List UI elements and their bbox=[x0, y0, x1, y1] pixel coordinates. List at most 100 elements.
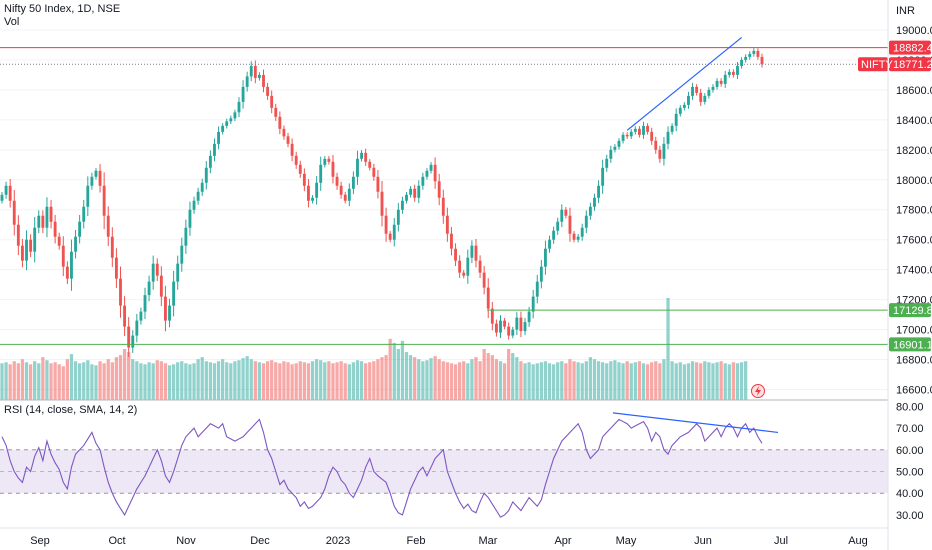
volume-bar bbox=[617, 362, 621, 400]
candle bbox=[274, 103, 278, 121]
candle-body bbox=[229, 118, 233, 122]
candle bbox=[703, 93, 707, 105]
candle-body bbox=[699, 92, 703, 102]
price-trendline[interactable] bbox=[626, 36, 743, 131]
volume-bar bbox=[413, 357, 417, 400]
candle-body bbox=[646, 125, 650, 132]
volume-bar bbox=[127, 352, 131, 400]
candle bbox=[172, 270, 176, 317]
candle bbox=[94, 168, 98, 180]
candle bbox=[699, 88, 703, 106]
volume-bar bbox=[637, 361, 642, 400]
candle-body bbox=[200, 182, 204, 192]
candle bbox=[539, 259, 543, 289]
candle bbox=[119, 266, 122, 318]
candle bbox=[33, 216, 37, 263]
candle-body bbox=[523, 322, 527, 332]
candle bbox=[74, 229, 77, 259]
candle bbox=[45, 197, 49, 238]
candle bbox=[61, 236, 65, 277]
candle-body bbox=[98, 170, 102, 186]
candle-body bbox=[106, 215, 110, 237]
candle bbox=[519, 311, 523, 338]
candle-body bbox=[654, 140, 658, 150]
candle bbox=[470, 240, 474, 264]
volume-bar bbox=[580, 363, 584, 400]
candle bbox=[650, 127, 654, 145]
rsi-trendline[interactable] bbox=[612, 412, 779, 434]
symbol-price-tag: NIFTY bbox=[858, 57, 893, 72]
candle-body bbox=[278, 116, 282, 129]
candle bbox=[601, 159, 605, 194]
volume-bar bbox=[196, 359, 200, 400]
candle-body bbox=[756, 50, 760, 57]
volume-bar bbox=[118, 355, 123, 400]
candle-body bbox=[568, 215, 572, 234]
candle bbox=[270, 90, 274, 114]
candle-body bbox=[131, 335, 135, 348]
volume-bar bbox=[343, 363, 347, 400]
support-upper-badge-text: 17129.80 bbox=[893, 305, 932, 317]
candle-body bbox=[466, 257, 470, 276]
price-tick-label: 19000.00 bbox=[896, 25, 932, 37]
candle bbox=[311, 195, 314, 204]
candle bbox=[695, 84, 699, 96]
symbol-title[interactable]: Nifty 50 Index, 1D, NSE bbox=[4, 3, 121, 15]
candle-body bbox=[744, 56, 748, 60]
last-price-badge-bg bbox=[889, 57, 931, 72]
candle bbox=[70, 239, 73, 291]
candle-body bbox=[613, 146, 617, 150]
candle bbox=[106, 206, 110, 247]
candle-body bbox=[225, 121, 229, 126]
candle bbox=[159, 266, 163, 307]
volume-bar bbox=[355, 360, 360, 400]
replay-icon-bolt[interactable] bbox=[755, 386, 761, 396]
candle bbox=[298, 160, 302, 178]
volume-bar bbox=[245, 356, 249, 400]
volume-bar bbox=[592, 359, 597, 400]
candle bbox=[654, 136, 658, 154]
symbol-price-tag-text: NIFTY bbox=[861, 59, 893, 71]
candle bbox=[625, 132, 629, 140]
candle-body bbox=[335, 176, 339, 186]
volume-bar bbox=[641, 363, 646, 400]
candle-body bbox=[605, 158, 609, 168]
volume-bar bbox=[445, 362, 450, 400]
candle bbox=[29, 234, 33, 258]
candle bbox=[131, 330, 135, 353]
candle-body bbox=[217, 131, 220, 144]
candle-body bbox=[139, 311, 143, 321]
volume-bar bbox=[257, 362, 262, 400]
rsi-legend[interactable]: RSI (14, close, SMA, 14, 2) bbox=[4, 404, 138, 416]
candle bbox=[8, 179, 12, 208]
volume-bar bbox=[380, 357, 384, 400]
replay-icon[interactable] bbox=[751, 384, 765, 398]
candle-body bbox=[155, 263, 159, 276]
candle-body bbox=[486, 287, 490, 309]
candle-body bbox=[539, 266, 543, 282]
candle bbox=[450, 226, 453, 256]
candle bbox=[727, 69, 731, 78]
volume-bar bbox=[601, 362, 605, 400]
candle bbox=[482, 265, 486, 295]
candle-body bbox=[164, 296, 167, 321]
candle bbox=[429, 162, 433, 174]
volume-bar bbox=[225, 362, 229, 400]
candle bbox=[621, 132, 625, 144]
volume-label[interactable]: Vol bbox=[4, 16, 20, 28]
volume-bar bbox=[188, 364, 192, 400]
candle-body bbox=[102, 185, 106, 216]
candle bbox=[478, 255, 482, 279]
candles-layer bbox=[0, 48, 764, 358]
price-tick-label: 18400.00 bbox=[896, 115, 932, 127]
candle bbox=[670, 123, 674, 135]
candle bbox=[560, 204, 564, 228]
candle bbox=[339, 181, 343, 199]
volume-bar bbox=[408, 355, 413, 400]
candle bbox=[192, 196, 196, 214]
volume-bar bbox=[143, 364, 147, 400]
rsi-line[interactable] bbox=[1, 418, 763, 518]
price-tick-label: 17400.00 bbox=[896, 265, 932, 277]
volume-bar bbox=[28, 364, 33, 400]
